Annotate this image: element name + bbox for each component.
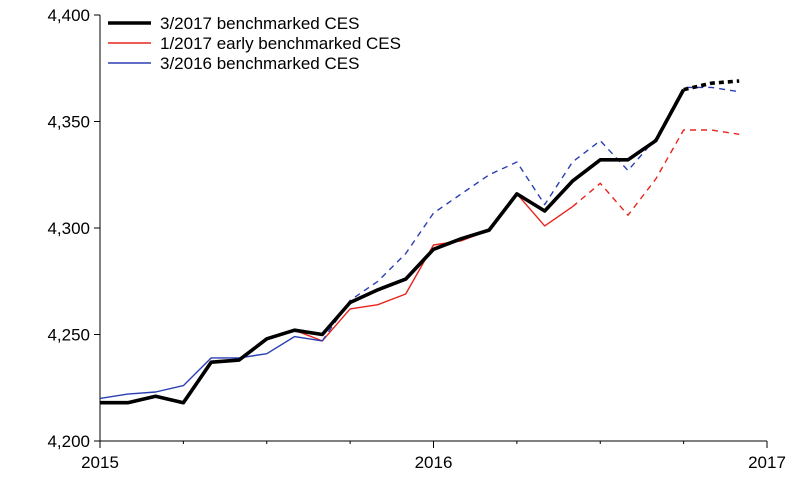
x-tick-label: 2015 (81, 453, 119, 472)
series-line-1-2017-early-benchmarked-ces (100, 193, 573, 404)
x-tick-label: 2016 (415, 453, 453, 472)
series-line-dashed-3-2016-benchmarked-ces (321, 86, 740, 342)
y-tick-label: 4,350 (47, 113, 90, 132)
legend-label: 1/2017 early benchmarked CES (160, 34, 401, 53)
legend-label: 3/2016 benchmarked CES (160, 54, 359, 73)
chart-axes: 4,200 4,250 4,300 4,350 4,400 2015 2016 2017 (47, 6, 785, 472)
series-line-3-2016-benchmarked-ces (99, 335, 323, 400)
series-line-dashed-3-2017-benchmarked-ces (683, 79, 740, 92)
y-tick-label: 4,250 (47, 326, 90, 345)
y-tick-label: 4,200 (47, 432, 90, 451)
y-tick-label: 4,400 (47, 6, 90, 25)
series-layer (99, 79, 740, 405)
legend-label: 3/2017 benchmarked CES (160, 14, 359, 33)
series-line-dashed-1-2017-early-benchmarked-ces (572, 129, 740, 216)
x-tick-label: 2017 (748, 453, 786, 472)
y-tick-label: 4,300 (47, 219, 90, 238)
series-line-3-2017-benchmarked-ces (100, 88, 686, 405)
